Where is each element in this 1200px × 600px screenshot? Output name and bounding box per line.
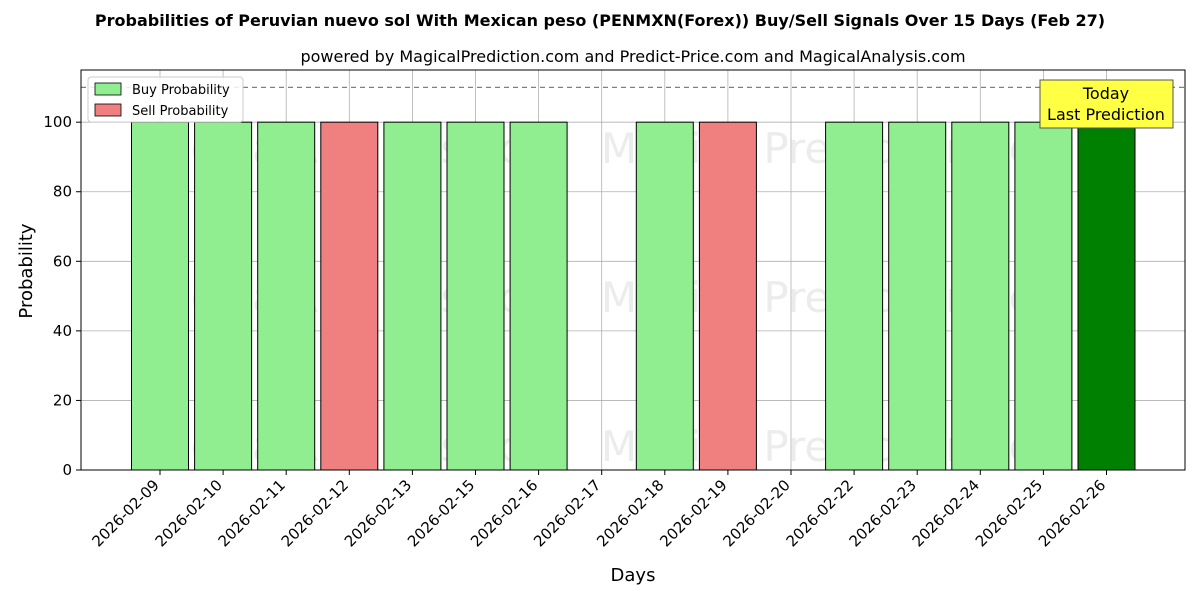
- y-axis: 0 20 40 60 80 100: [43, 113, 81, 479]
- bar-buy-2026-02-11: [257, 121, 316, 471]
- bar-buy-2026-02-25: [1014, 121, 1073, 471]
- x-tick-label: 2026-02-22: [783, 476, 857, 550]
- x-tick-label: 2026-02-20: [719, 476, 793, 550]
- y-axis-label: Probability: [16, 223, 37, 318]
- y-tick-label: 100: [43, 113, 72, 131]
- x-tick-label: 2026-02-13: [341, 476, 415, 550]
- legend-sell-label: Sell Probability: [132, 104, 229, 119]
- x-tick-label: 2026-02-25: [972, 476, 1046, 550]
- today-annotation: Today Last Prediction: [1039, 79, 1174, 129]
- x-axis-label: Days: [611, 565, 656, 586]
- y-tick-label: 20: [53, 391, 72, 409]
- x-tick-label: 2026-02-11: [215, 476, 289, 550]
- y-tick-label: 60: [53, 252, 72, 270]
- bar-buy-2026-02-16: [509, 121, 568, 471]
- bar-buy-2026-02-10: [194, 121, 253, 471]
- chart-title: Probabilities of Peruvian nuevo sol With…: [95, 11, 1105, 30]
- y-tick-label: 0: [62, 461, 72, 479]
- chart-subtitle: powered by MagicalPrediction.com and Pre…: [300, 47, 965, 66]
- y-tick-label: 80: [53, 183, 72, 201]
- annotation-line1: Today: [1082, 84, 1129, 103]
- x-tick-label: 2026-02-17: [530, 476, 604, 550]
- x-tick-label: 2026-02-12: [278, 476, 352, 550]
- x-tick-label: 2026-02-18: [593, 476, 667, 550]
- legend: Buy Probability Sell Probability: [87, 76, 244, 123]
- x-tick-label: 2026-02-23: [846, 476, 920, 550]
- bar-buy-2026-02-09: [131, 121, 189, 471]
- bars: [131, 121, 1136, 471]
- bar-buy-2026-02-22: [825, 121, 884, 471]
- bar-today-2026-02-26: [1077, 121, 1136, 471]
- bar-buy-2026-02-15: [446, 121, 505, 471]
- legend-buy-swatch: [94, 82, 122, 96]
- bar-buy-2026-02-18: [635, 121, 694, 471]
- x-axis: 2026-02-092026-02-102026-02-112026-02-12…: [88, 470, 1109, 550]
- bar-sell-2026-02-19: [698, 121, 757, 471]
- legend-buy-label: Buy Probability: [132, 83, 230, 98]
- x-tick-label: 2026-02-19: [656, 476, 730, 550]
- annotation-box: [1039, 79, 1174, 129]
- bar-buy-2026-02-13: [383, 121, 442, 471]
- bar-buy-2026-02-23: [888, 121, 947, 471]
- x-tick-label: 2026-02-26: [1035, 476, 1109, 550]
- x-tick-label: 2026-02-16: [467, 476, 541, 550]
- x-tick-label: 2026-02-10: [152, 476, 226, 550]
- x-tick-label: 2026-02-09: [88, 476, 162, 550]
- annotation-line2: Last Prediction: [1047, 105, 1165, 124]
- legend-box: [87, 76, 244, 123]
- bar-sell-2026-02-12: [320, 121, 379, 471]
- legend-sell-swatch: [94, 103, 122, 117]
- x-tick-label: 2026-02-24: [909, 476, 983, 550]
- bar-buy-2026-02-24: [951, 121, 1010, 471]
- y-tick-label: 40: [53, 322, 72, 340]
- plot-frame: [80, 69, 1186, 471]
- x-tick-label: 2026-02-15: [404, 476, 478, 550]
